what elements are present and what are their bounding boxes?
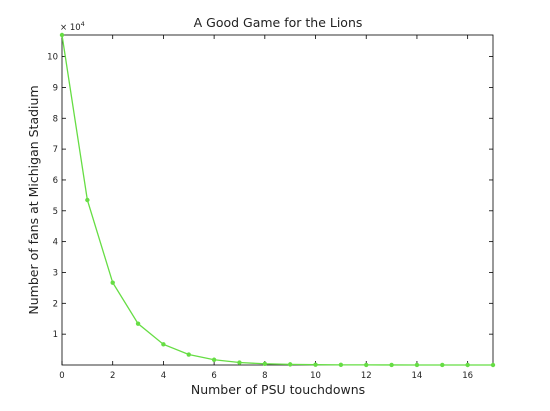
x-tick-label: 8: [262, 371, 267, 381]
x-axis-label: Number of PSU touchdowns: [191, 382, 365, 397]
x-tick-label: 12: [361, 371, 372, 381]
data-point: [237, 360, 242, 365]
data-point: [389, 362, 394, 368]
y-tick-label: 8: [53, 114, 58, 124]
series-layer: [59, 32, 496, 368]
y-tick-label: 9: [53, 83, 58, 93]
y-tick-label: 6: [53, 176, 58, 186]
y-exponent-base: × 10: [60, 23, 81, 33]
y-tick-label: 7: [53, 145, 58, 155]
data-point: [465, 362, 470, 368]
x-tick-label: 16: [462, 371, 473, 381]
x-tick-label: 10: [310, 371, 321, 381]
x-tick-label: 4: [161, 371, 166, 381]
data-point: [110, 280, 115, 285]
y-tick-label: 2: [53, 299, 58, 309]
data-point: [490, 362, 496, 368]
data-point: [287, 362, 293, 367]
y-exponent-power: 4: [81, 20, 85, 28]
y-axis-label: Number of fans at Michigan Stadium: [26, 85, 41, 314]
data-point: [313, 362, 318, 367]
y-exponent-label: × 104: [60, 20, 85, 33]
x-tick-label: 6: [211, 371, 216, 381]
data-point: [262, 361, 268, 366]
x-tick-label: 0: [59, 371, 64, 381]
data-point: [414, 362, 420, 368]
data-point: [211, 357, 217, 362]
plot-frame: [61, 34, 494, 366]
data-point: [338, 362, 344, 368]
x-tick-label: 14: [412, 371, 423, 381]
data-point: [186, 352, 191, 357]
data-point: [135, 321, 141, 326]
y-tick-label: 4: [53, 238, 58, 248]
data-point: [161, 342, 166, 347]
data-point: [440, 362, 445, 368]
y-tick-label: 1: [53, 330, 58, 340]
y-tick-label: 5: [53, 207, 58, 217]
data-point: [364, 362, 369, 368]
data-point: [59, 32, 65, 38]
chart-title: A Good Game for the Lions: [194, 15, 363, 30]
x-tick-label: 2: [110, 371, 115, 381]
y-tick-label: 3: [53, 268, 58, 278]
y-tick-label: 10: [47, 53, 58, 63]
y-axis-ticks: 1 2 3 4 5 6 7 8 9 10: [47, 53, 493, 340]
data-point: [85, 197, 90, 203]
series-line: [61, 34, 494, 366]
